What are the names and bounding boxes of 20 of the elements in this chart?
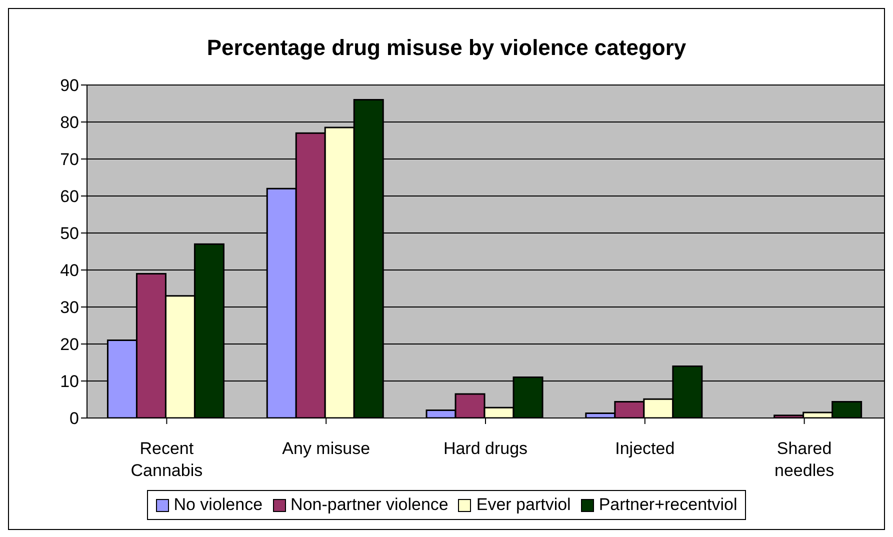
x-tick-label: Shared needles [774, 439, 834, 480]
legend-label: Non-partner violence [290, 495, 448, 515]
y-tick-label: 20 [60, 335, 79, 354]
x-tick-label: Injected [615, 439, 675, 458]
y-tick-label: 70 [60, 150, 79, 170]
x-tick-label: Any misuse [282, 439, 370, 458]
y-tick-label: 0 [70, 409, 79, 428]
y-tick-label: 30 [60, 298, 79, 318]
x-tick-label: Recent Cannabis [130, 439, 203, 480]
legend-label: Ever partviol [475, 495, 571, 515]
y-tick-label: 60 [60, 187, 79, 206]
chart-title: Percentage drug misuse by violence category [206, 34, 688, 60]
y-tick-label: 50 [60, 224, 79, 244]
y-tick-label: 40 [60, 261, 79, 280]
legend-label: Partner+recentviol [598, 495, 738, 515]
y-tick-label: 90 [60, 76, 79, 96]
x-tick-label: Hard drugs [443, 439, 528, 458]
legend-label: No violence [172, 495, 263, 515]
y-tick-label: 10 [60, 372, 79, 392]
y-tick-label: 80 [60, 113, 79, 132]
